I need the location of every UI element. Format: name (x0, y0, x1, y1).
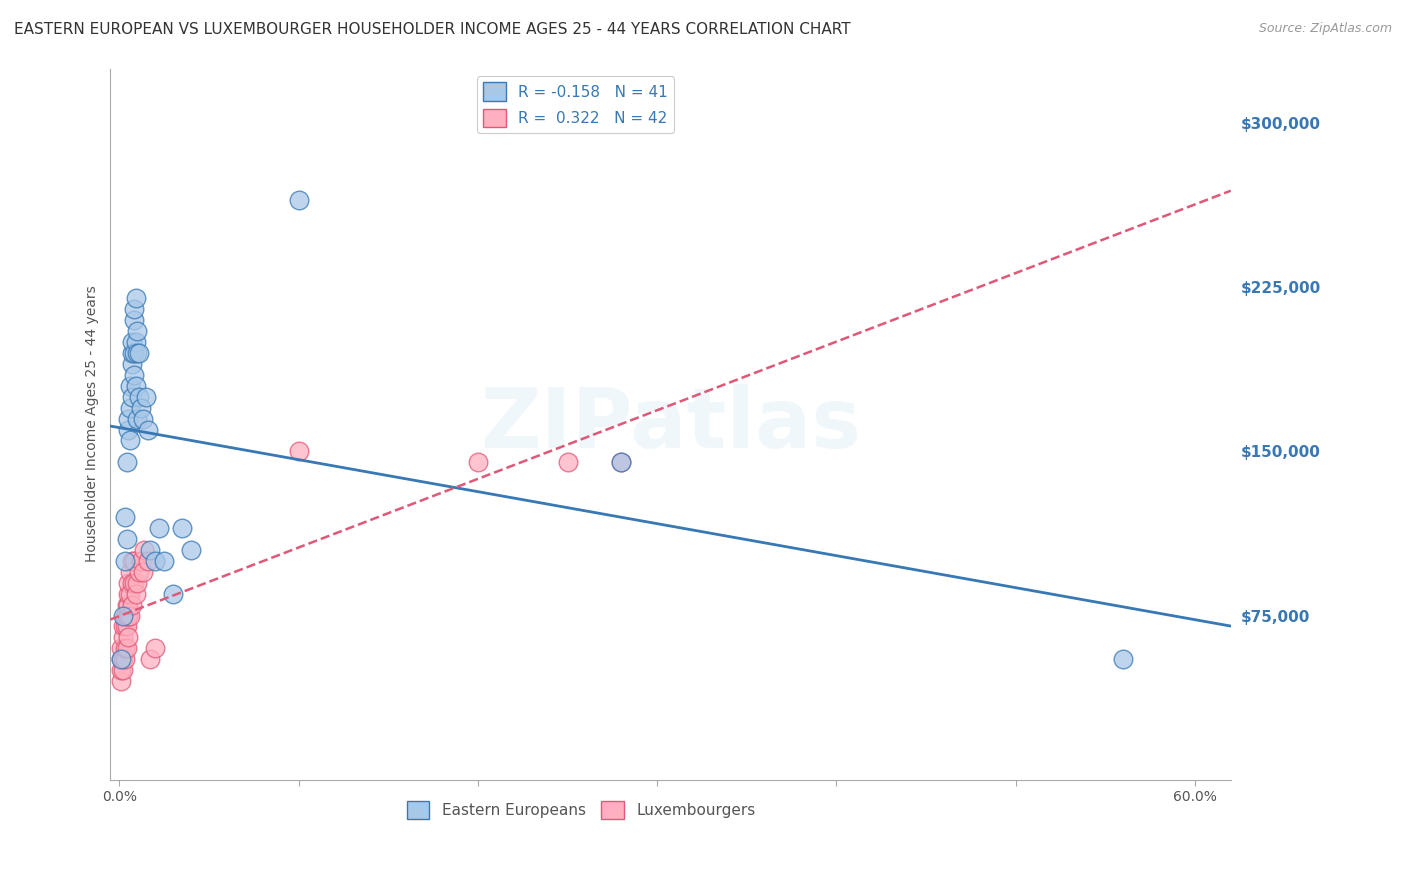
Point (115, 619, 138, 633)
Point (115, 608, 138, 623)
Text: ZIPatlas: ZIPatlas (479, 384, 860, 465)
Point (120, 587, 142, 601)
Point (115, 641, 138, 656)
Point (114, 641, 136, 656)
Point (120, 378, 142, 392)
Point (143, 641, 166, 656)
Point (120, 434, 142, 448)
Point (124, 334, 146, 349)
Point (117, 608, 139, 623)
Point (117, 423, 139, 437)
Point (127, 411, 149, 425)
Point (1112, 652, 1135, 666)
Point (129, 554, 152, 568)
Point (162, 587, 184, 601)
Point (122, 554, 145, 568)
Point (120, 401, 142, 415)
Point (122, 368, 145, 382)
Point (115, 455, 138, 469)
Point (121, 334, 143, 349)
Point (117, 598, 139, 612)
Text: EASTERN EUROPEAN VS LUXEMBOURGER HOUSEHOLDER INCOME AGES 25 - 44 YEARS CORRELATI: EASTERN EUROPEAN VS LUXEMBOURGER HOUSEHO… (14, 22, 851, 37)
Point (131, 565, 153, 579)
Point (139, 542, 162, 557)
Point (172, 521, 194, 535)
Point (120, 608, 142, 623)
Point (122, 302, 145, 317)
Point (129, 401, 152, 415)
Point (114, 652, 136, 666)
Point (121, 390, 143, 404)
Point (111, 619, 134, 633)
Point (111, 608, 134, 623)
Point (111, 631, 134, 645)
Point (128, 565, 150, 579)
Point (143, 554, 166, 568)
Point (128, 390, 150, 404)
Point (111, 652, 134, 666)
Point (114, 510, 136, 524)
Legend: Eastern Europeans, Luxembourgers: Eastern Europeans, Luxembourgers (401, 795, 762, 825)
Point (124, 291, 146, 305)
Point (117, 631, 139, 645)
Point (114, 554, 136, 568)
Point (127, 575, 149, 590)
Point (117, 587, 139, 601)
Point (110, 652, 132, 666)
Point (120, 565, 142, 579)
Point (117, 411, 139, 425)
Point (110, 641, 132, 656)
Point (135, 390, 157, 404)
Y-axis label: Householder Income Ages 25 - 44 years: Householder Income Ages 25 - 44 years (86, 285, 100, 563)
Point (122, 346, 145, 360)
Point (110, 652, 132, 666)
Point (114, 608, 136, 623)
Point (114, 619, 136, 633)
Point (124, 378, 146, 392)
Point (127, 324, 149, 338)
Point (136, 423, 159, 437)
Point (115, 598, 138, 612)
Point (115, 532, 138, 546)
Point (110, 674, 132, 689)
Point (180, 542, 202, 557)
Point (557, 455, 579, 469)
Point (122, 313, 145, 327)
Point (131, 411, 153, 425)
Point (139, 652, 162, 666)
Point (121, 598, 143, 612)
Point (124, 587, 146, 601)
Point (128, 346, 150, 360)
Point (610, 455, 633, 469)
Point (121, 575, 143, 590)
Point (110, 663, 132, 677)
Point (117, 575, 139, 590)
Point (121, 554, 143, 568)
Point (127, 346, 149, 360)
Point (122, 575, 145, 590)
Text: Source: ZipAtlas.com: Source: ZipAtlas.com (1258, 22, 1392, 36)
Point (610, 455, 633, 469)
Point (111, 663, 134, 677)
Point (136, 554, 159, 568)
Point (287, 444, 309, 458)
Point (153, 554, 176, 568)
Point (121, 357, 143, 371)
Point (148, 521, 170, 535)
Point (467, 455, 489, 469)
Point (134, 542, 156, 557)
Point (287, 193, 309, 207)
Point (121, 346, 143, 360)
